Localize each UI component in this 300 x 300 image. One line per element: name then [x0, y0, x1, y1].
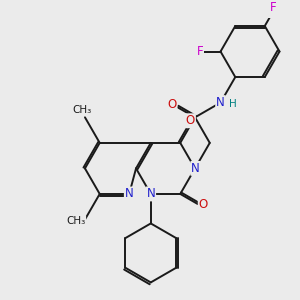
Text: O: O — [167, 98, 177, 111]
Text: N: N — [191, 162, 200, 175]
Text: F: F — [270, 1, 277, 14]
Text: CH₃: CH₃ — [66, 216, 85, 226]
Text: N: N — [125, 188, 134, 200]
Text: O: O — [186, 114, 195, 127]
Text: N: N — [146, 188, 155, 200]
Text: O: O — [199, 197, 208, 211]
Text: F: F — [196, 45, 203, 58]
Text: CH₃: CH₃ — [72, 105, 92, 115]
Text: N: N — [216, 96, 225, 109]
Text: H: H — [229, 99, 237, 109]
